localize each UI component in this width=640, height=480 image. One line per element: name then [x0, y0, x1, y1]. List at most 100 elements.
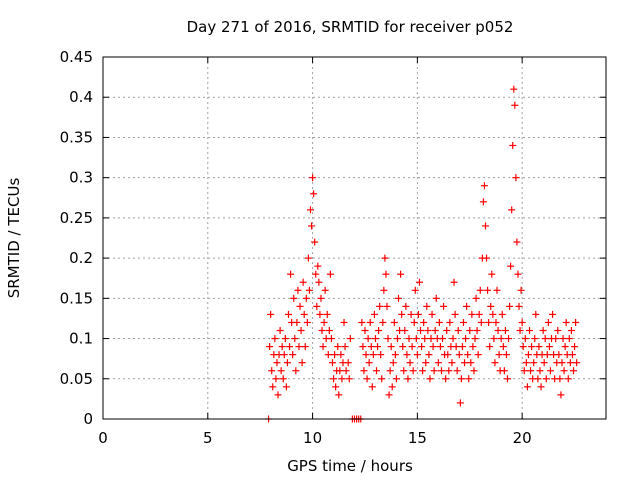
- data-point: [573, 359, 581, 367]
- data-point: [303, 318, 311, 326]
- data-point: [346, 335, 354, 343]
- data-point: [418, 343, 426, 351]
- data-point: [481, 222, 489, 230]
- data-point: [378, 375, 386, 383]
- y-tick-label: 0.1: [69, 330, 93, 348]
- data-point: [492, 318, 500, 326]
- data-point: [500, 367, 508, 375]
- data-point: [444, 351, 452, 359]
- data-point: [515, 302, 523, 310]
- data-point: [561, 343, 569, 351]
- x-tick-label: 20: [513, 429, 532, 447]
- data-point: [571, 343, 579, 351]
- data-point: [292, 367, 300, 375]
- data-point: [511, 101, 519, 109]
- data-point: [273, 359, 281, 367]
- data-point: [559, 335, 567, 343]
- data-point: [374, 343, 382, 351]
- data-point: [320, 318, 328, 326]
- data-point: [289, 351, 297, 359]
- data-point: [530, 359, 538, 367]
- data-point: [570, 367, 578, 375]
- data-point: [465, 375, 473, 383]
- data-point: [392, 375, 400, 383]
- data-point: [426, 375, 434, 383]
- data-point: [522, 359, 530, 367]
- data-point: [362, 351, 370, 359]
- y-tick-label: 0.05: [60, 370, 93, 388]
- data-point: [328, 359, 336, 367]
- data-point: [552, 335, 560, 343]
- data-point: [454, 327, 462, 335]
- data-point: [443, 327, 451, 335]
- data-point: [337, 351, 345, 359]
- data-point: [326, 270, 334, 278]
- data-point: [508, 206, 516, 214]
- data-point: [462, 335, 470, 343]
- data-point: [516, 327, 524, 335]
- data-point: [323, 310, 331, 318]
- data-point: [414, 310, 422, 318]
- data-point: [283, 359, 291, 367]
- x-tick-label: 5: [203, 429, 213, 447]
- data-point: [271, 335, 279, 343]
- data-point: [455, 351, 463, 359]
- grid-lines: [103, 57, 606, 419]
- data-point: [434, 359, 442, 367]
- data-point: [305, 286, 313, 294]
- data-point: [344, 359, 352, 367]
- data-point: [491, 359, 499, 367]
- data-point: [331, 351, 339, 359]
- data-point: [524, 351, 532, 359]
- data-point: [306, 206, 314, 214]
- data-point: [423, 302, 431, 310]
- plot-frame: [102, 56, 607, 420]
- data-point: [377, 351, 385, 359]
- data-point: [497, 335, 505, 343]
- data-point: [470, 367, 478, 375]
- data-point: [370, 310, 378, 318]
- data-point: [406, 359, 414, 367]
- data-point: [539, 327, 547, 335]
- data-point: [501, 327, 509, 335]
- x-axis-ticks: 0 5 10 15 20: [98, 57, 532, 447]
- data-point: [345, 375, 353, 383]
- data-point: [369, 351, 377, 359]
- data-point: [537, 383, 545, 391]
- data-point: [540, 359, 548, 367]
- data-point: [405, 335, 413, 343]
- data-point: [521, 335, 529, 343]
- data-point: [284, 310, 292, 318]
- data-point: [567, 327, 575, 335]
- data-point: [277, 367, 285, 375]
- data-point: [419, 367, 427, 375]
- data-point: [341, 343, 349, 351]
- data-point: [301, 343, 309, 351]
- data-point: [393, 335, 401, 343]
- data-point: [293, 318, 301, 326]
- data-point: [407, 310, 415, 318]
- data-point: [319, 343, 327, 351]
- data-point: [435, 318, 443, 326]
- data-point: [531, 335, 539, 343]
- data-point: [490, 335, 498, 343]
- data-point: [312, 270, 320, 278]
- data-point: [383, 302, 391, 310]
- data-point: [309, 174, 317, 182]
- data-point: [477, 318, 485, 326]
- data-point: [397, 270, 405, 278]
- y-tick-label: 0.4: [69, 88, 93, 106]
- data-point: [327, 335, 335, 343]
- data-point: [297, 327, 305, 335]
- data-point: [340, 318, 348, 326]
- data-point: [342, 367, 350, 375]
- data-point: [321, 286, 329, 294]
- data-point: [324, 351, 332, 359]
- data-points: [265, 85, 581, 423]
- data-point: [368, 383, 376, 391]
- data-point: [379, 318, 387, 326]
- data-point: [488, 270, 496, 278]
- data-point: [267, 310, 275, 318]
- data-point: [546, 367, 554, 375]
- data-point: [440, 302, 448, 310]
